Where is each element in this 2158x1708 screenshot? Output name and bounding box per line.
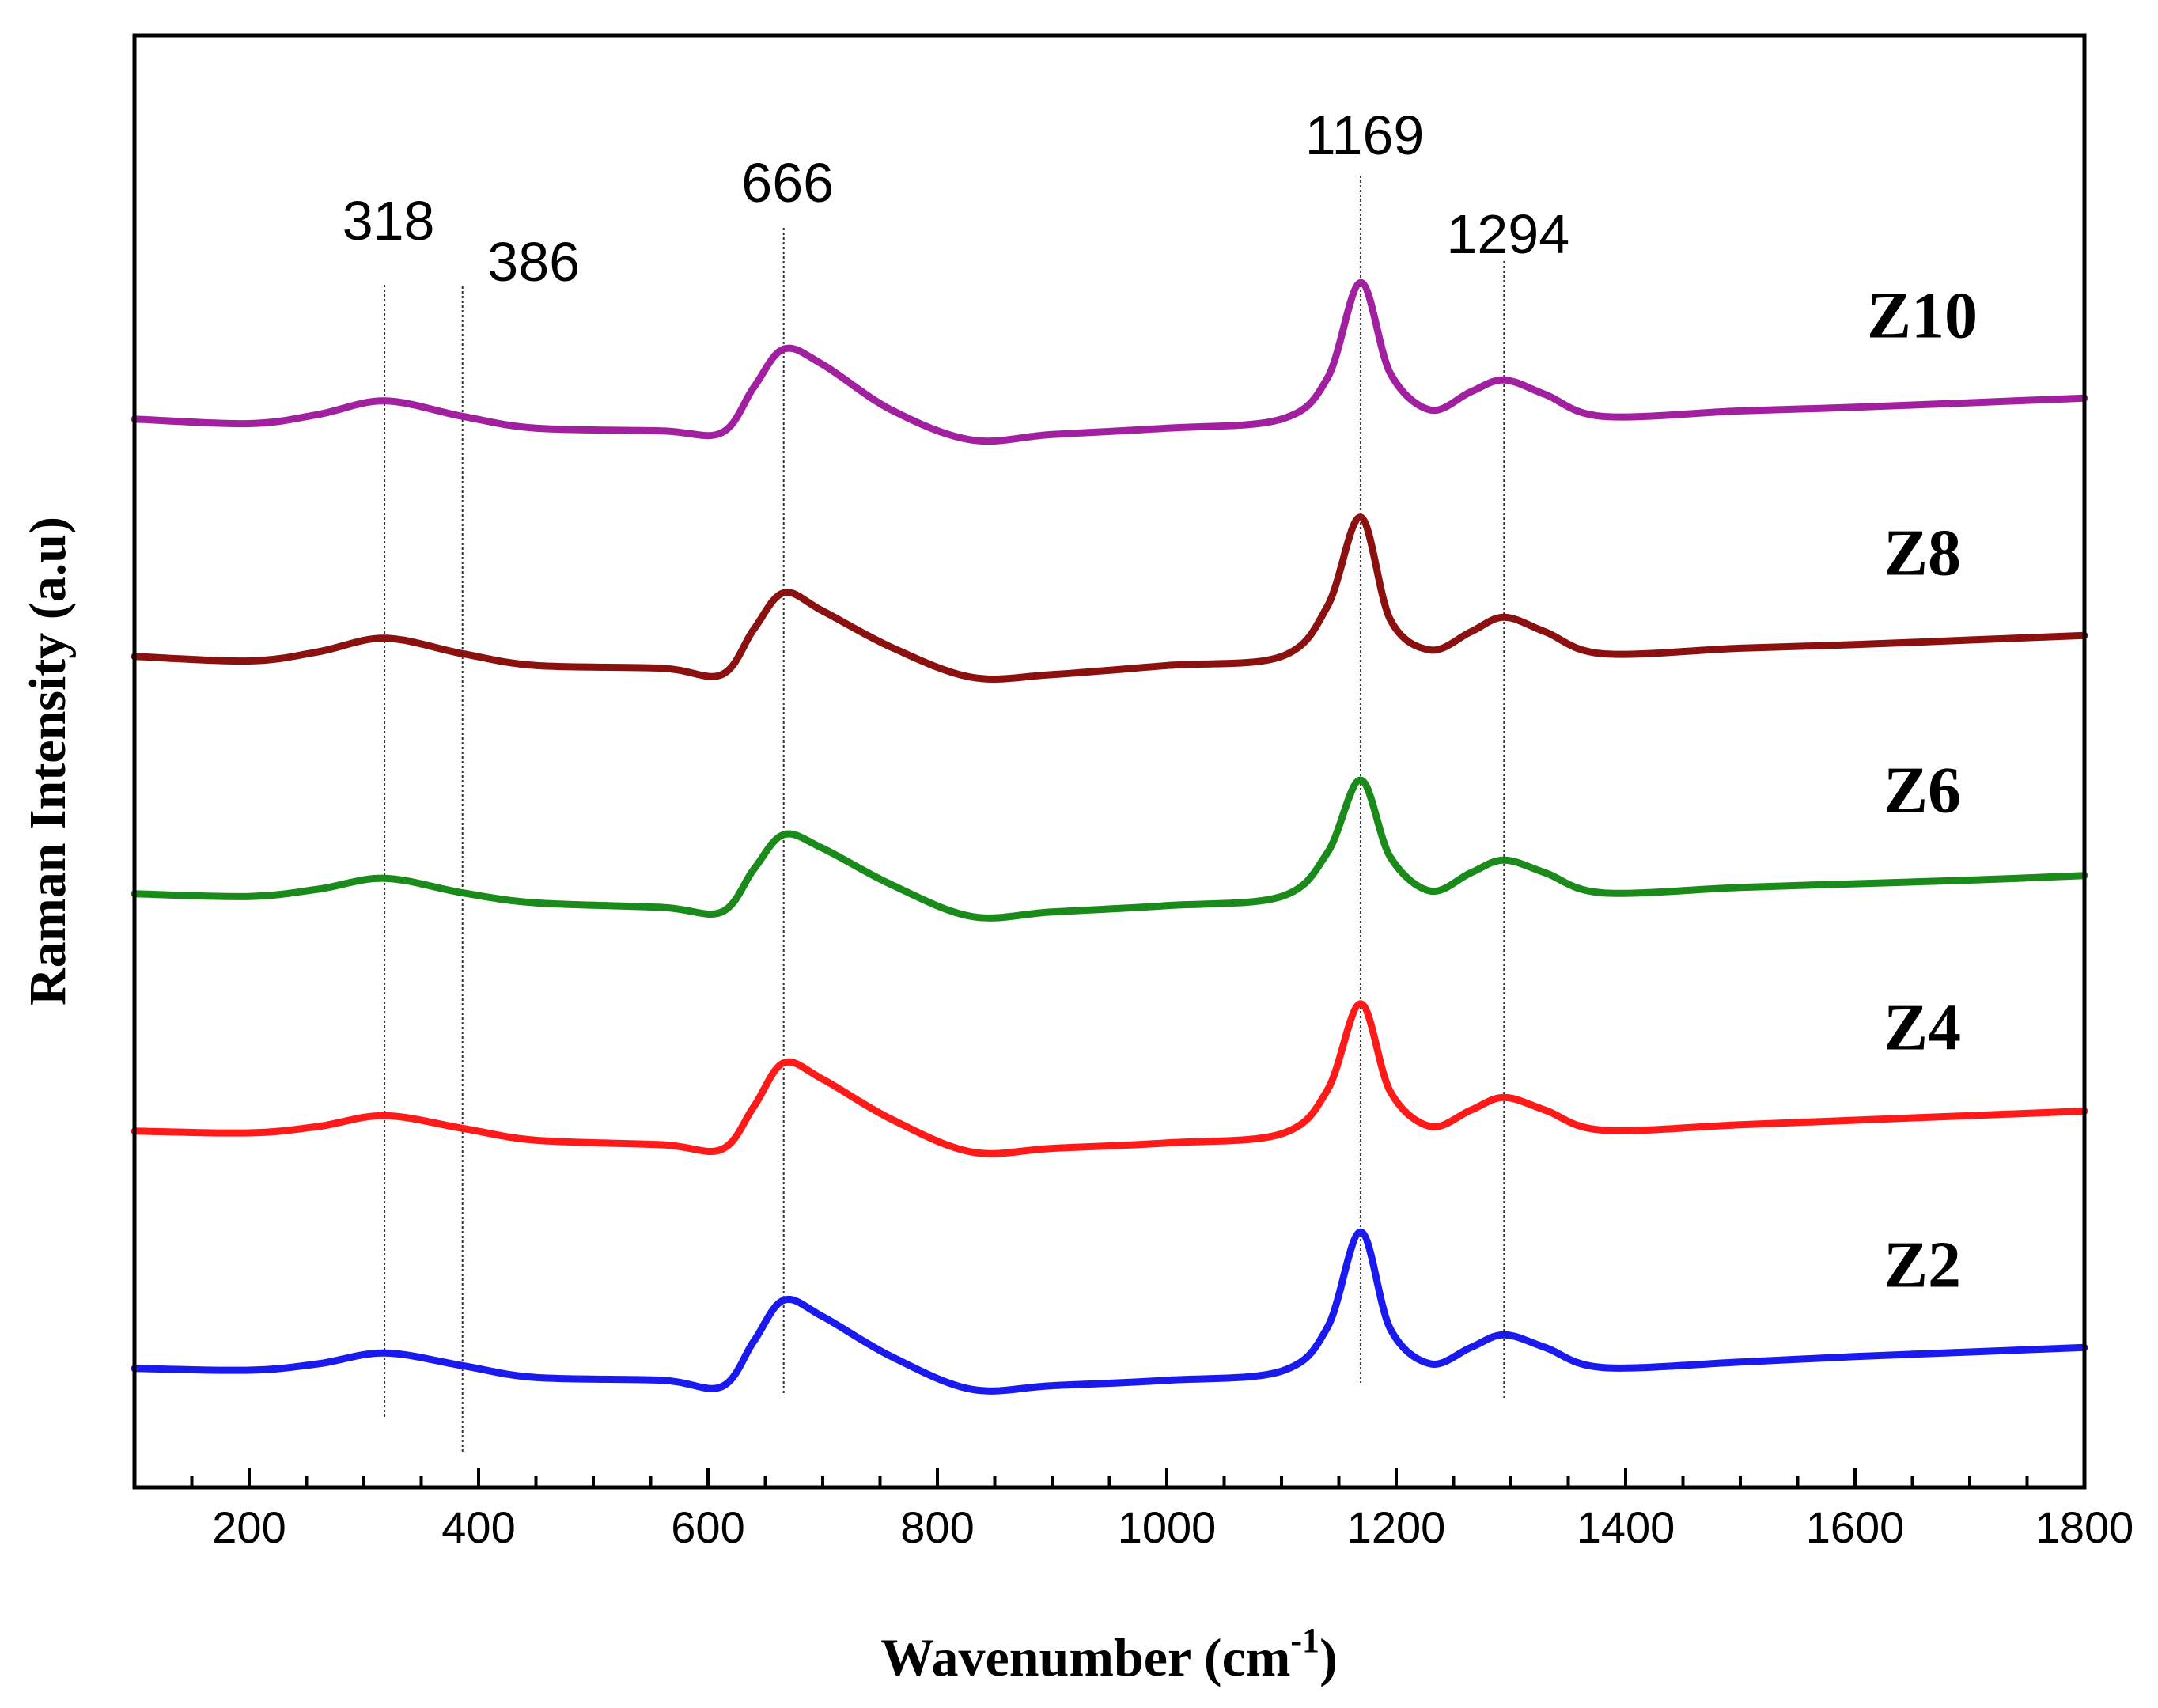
series-line-z6 xyxy=(131,776,2088,922)
peak-label: 1294 xyxy=(1446,203,1569,265)
series-label-z8: Z8 xyxy=(1884,517,1961,590)
series-labels: Z10 Z8 Z6 Z4 Z2 xyxy=(1867,279,1978,1302)
series-line-z2 xyxy=(131,1228,2088,1395)
x-tick-label: 600 xyxy=(671,1502,744,1552)
x-axis-label-superscript: -1 xyxy=(1290,1621,1319,1660)
series-line-z4 xyxy=(131,1000,2088,1157)
peak-label: 386 xyxy=(487,231,580,293)
x-tick-label: 1000 xyxy=(1118,1502,1217,1552)
peak-label: 666 xyxy=(741,152,834,214)
x-axis-label-main: Wavenumber (cm xyxy=(880,1627,1290,1687)
peak-label: 1169 xyxy=(1305,104,1425,166)
x-tick-label: 400 xyxy=(441,1502,515,1552)
x-tick-label: 1400 xyxy=(1577,1502,1675,1552)
x-tick-label: 800 xyxy=(900,1502,974,1552)
x-tick-label: 1600 xyxy=(1806,1502,1905,1552)
reference-lines xyxy=(384,176,1505,1454)
x-axis-label-close: ) xyxy=(1319,1627,1338,1687)
x-axis-label: Wavenumber (cm-1) xyxy=(880,1621,1337,1687)
series-label-z10: Z10 xyxy=(1867,279,1978,353)
y-axis-label: Raman Intensity (a.u) xyxy=(19,517,77,1005)
peak-label: 318 xyxy=(343,190,435,252)
series-layer xyxy=(131,278,2088,1395)
peak-annotations: 318 386 666 1169 1294 xyxy=(343,104,1569,293)
x-axis-ticks: 200 400 600 800 1000 1200 1400 1600 1800 xyxy=(133,1468,2134,1552)
plot-frame xyxy=(132,33,2087,1490)
series-label-z4: Z4 xyxy=(1884,991,1961,1065)
series-label-z2: Z2 xyxy=(1884,1229,1961,1302)
x-tick-label: 200 xyxy=(212,1502,286,1552)
series-line-z10 xyxy=(131,278,2088,445)
series-line-z8 xyxy=(131,513,2088,683)
x-tick-label: 1800 xyxy=(2035,1502,2134,1552)
x-tick-label: 1200 xyxy=(1347,1502,1446,1552)
series-label-z6: Z6 xyxy=(1884,754,1961,827)
